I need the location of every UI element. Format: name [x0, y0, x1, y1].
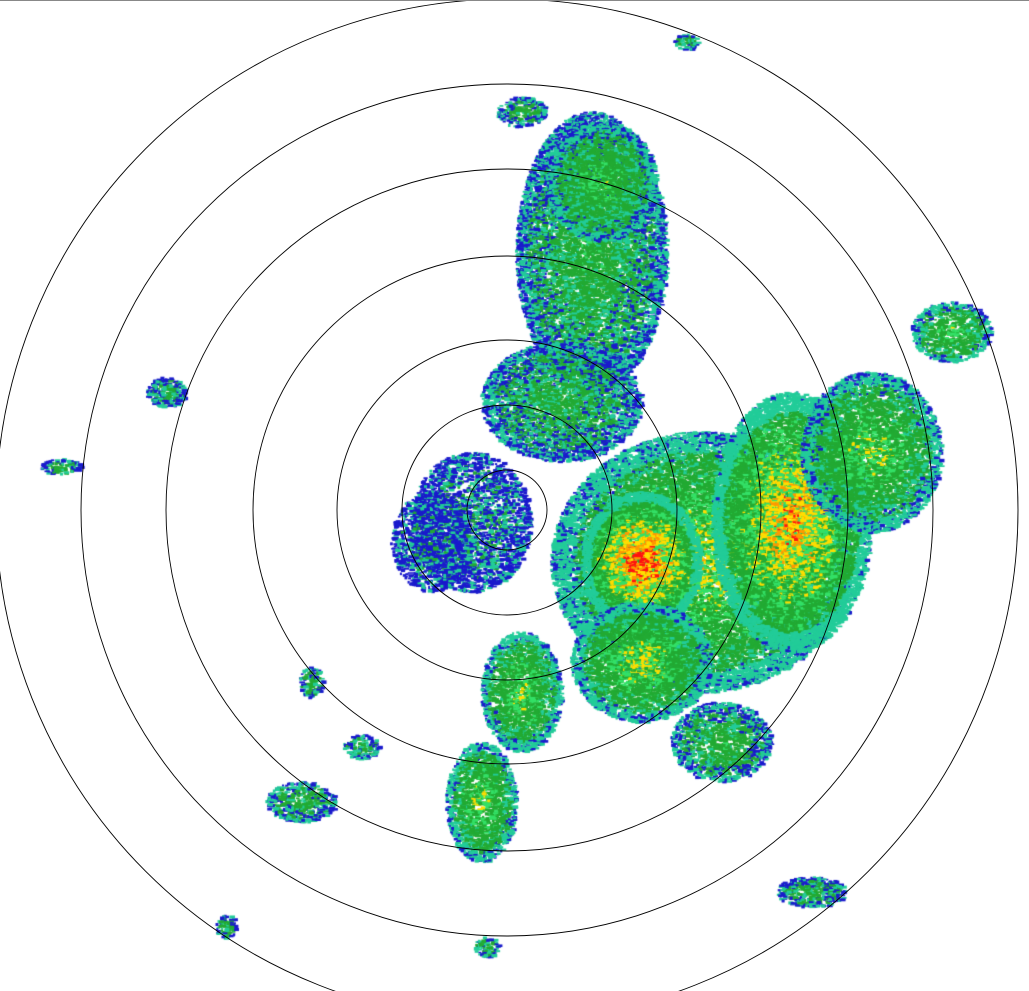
range-ring-3 — [336, 339, 678, 681]
range-ring-5 — [165, 168, 849, 852]
range-ring-2 — [401, 404, 613, 616]
range-ring-6 — [80, 83, 934, 937]
range-ring-1 — [466, 469, 548, 551]
range-ring-4 — [252, 255, 762, 765]
